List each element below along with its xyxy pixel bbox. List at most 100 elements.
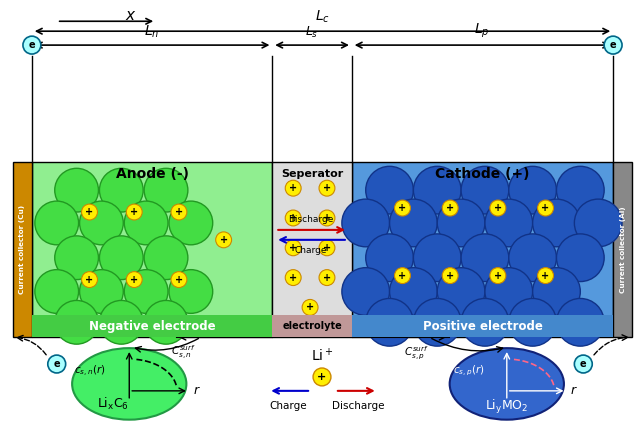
Text: Seperator: Seperator: [281, 169, 343, 179]
Text: e: e: [28, 40, 35, 50]
Text: +: +: [130, 207, 138, 217]
Circle shape: [302, 299, 318, 315]
Text: e: e: [580, 359, 587, 369]
Text: +: +: [542, 203, 549, 213]
Text: $\mathrm{Li_yMO_2}$: $\mathrm{Li_yMO_2}$: [485, 398, 529, 416]
Text: +: +: [323, 243, 331, 253]
Text: Charge: Charge: [269, 401, 307, 411]
Text: +: +: [494, 203, 502, 213]
Circle shape: [99, 168, 143, 212]
Circle shape: [490, 200, 506, 216]
Text: Discharge: Discharge: [289, 215, 334, 224]
Circle shape: [556, 234, 604, 282]
Bar: [352, 315, 613, 337]
Circle shape: [171, 272, 187, 288]
Circle shape: [442, 267, 458, 283]
Text: +: +: [323, 183, 331, 193]
Text: $c_{s,p}(r)$: $c_{s,p}(r)$: [453, 364, 485, 378]
Circle shape: [461, 298, 509, 346]
Circle shape: [442, 200, 458, 216]
Circle shape: [48, 355, 66, 373]
Circle shape: [366, 298, 413, 346]
Text: $L_s$: $L_s$: [305, 25, 319, 40]
Circle shape: [366, 234, 413, 282]
Circle shape: [413, 298, 461, 346]
Text: $r$: $r$: [193, 384, 201, 397]
Circle shape: [285, 210, 301, 226]
Bar: [272, 163, 352, 337]
Text: +: +: [289, 183, 298, 193]
Bar: [613, 163, 632, 337]
Circle shape: [461, 166, 509, 214]
Text: +: +: [289, 243, 298, 253]
Text: $L_c$: $L_c$: [314, 9, 330, 25]
Circle shape: [342, 267, 390, 315]
Circle shape: [390, 199, 437, 247]
Circle shape: [437, 267, 485, 315]
Text: $L_p$: $L_p$: [474, 22, 489, 40]
Text: Anode (-): Anode (-): [116, 167, 189, 181]
Circle shape: [366, 166, 413, 214]
Circle shape: [490, 267, 506, 283]
Circle shape: [509, 234, 556, 282]
Text: $\mathrm{Li_xC_6}$: $\mathrm{Li_xC_6}$: [97, 396, 129, 412]
Circle shape: [319, 180, 335, 196]
Circle shape: [126, 204, 142, 220]
Text: Cathode (+): Cathode (+): [435, 167, 530, 181]
Text: $C_{s,n}^{surf}$: $C_{s,n}^{surf}$: [171, 344, 196, 362]
Circle shape: [285, 180, 301, 196]
Text: +: +: [220, 235, 228, 245]
Circle shape: [413, 234, 461, 282]
Text: +: +: [317, 372, 327, 382]
Circle shape: [55, 301, 99, 344]
Circle shape: [533, 199, 580, 247]
Text: +: +: [323, 213, 331, 223]
Text: +: +: [399, 270, 406, 281]
Circle shape: [395, 200, 410, 216]
Circle shape: [216, 232, 232, 248]
Text: +: +: [86, 207, 93, 217]
Circle shape: [144, 301, 188, 344]
Text: +: +: [399, 203, 406, 213]
Circle shape: [23, 36, 41, 54]
Circle shape: [124, 201, 168, 245]
Text: $C_{s,p}^{surf}$: $C_{s,p}^{surf}$: [404, 344, 430, 362]
Circle shape: [342, 199, 390, 247]
Circle shape: [169, 201, 213, 245]
Circle shape: [169, 270, 213, 313]
Circle shape: [538, 267, 553, 283]
Text: $x$: $x$: [126, 8, 137, 23]
Circle shape: [99, 301, 143, 344]
Circle shape: [99, 236, 143, 280]
Text: Discharge: Discharge: [332, 401, 384, 411]
Circle shape: [126, 272, 142, 288]
Circle shape: [319, 210, 335, 226]
Circle shape: [437, 199, 485, 247]
Circle shape: [538, 200, 553, 216]
Bar: [32, 315, 272, 337]
Circle shape: [35, 201, 79, 245]
Circle shape: [509, 298, 556, 346]
Circle shape: [55, 236, 99, 280]
Text: Positive electrode: Positive electrode: [422, 320, 542, 333]
Text: +: +: [323, 273, 331, 283]
Circle shape: [285, 240, 301, 256]
Ellipse shape: [450, 348, 564, 420]
Text: +: +: [130, 275, 138, 285]
Circle shape: [144, 168, 188, 212]
Text: $r$: $r$: [571, 384, 578, 397]
Circle shape: [313, 368, 331, 386]
Circle shape: [171, 204, 187, 220]
Text: Negative electrode: Negative electrode: [89, 320, 215, 333]
Text: +: +: [175, 207, 183, 217]
Circle shape: [413, 166, 461, 214]
Text: +: +: [542, 270, 549, 281]
Text: +: +: [175, 275, 183, 285]
Text: +: +: [289, 273, 298, 283]
Text: e: e: [610, 40, 616, 50]
Circle shape: [144, 236, 188, 280]
Text: Current collector (Cu): Current collector (Cu): [19, 205, 26, 295]
Circle shape: [390, 267, 437, 315]
Circle shape: [319, 270, 335, 286]
Bar: [272, 315, 352, 337]
